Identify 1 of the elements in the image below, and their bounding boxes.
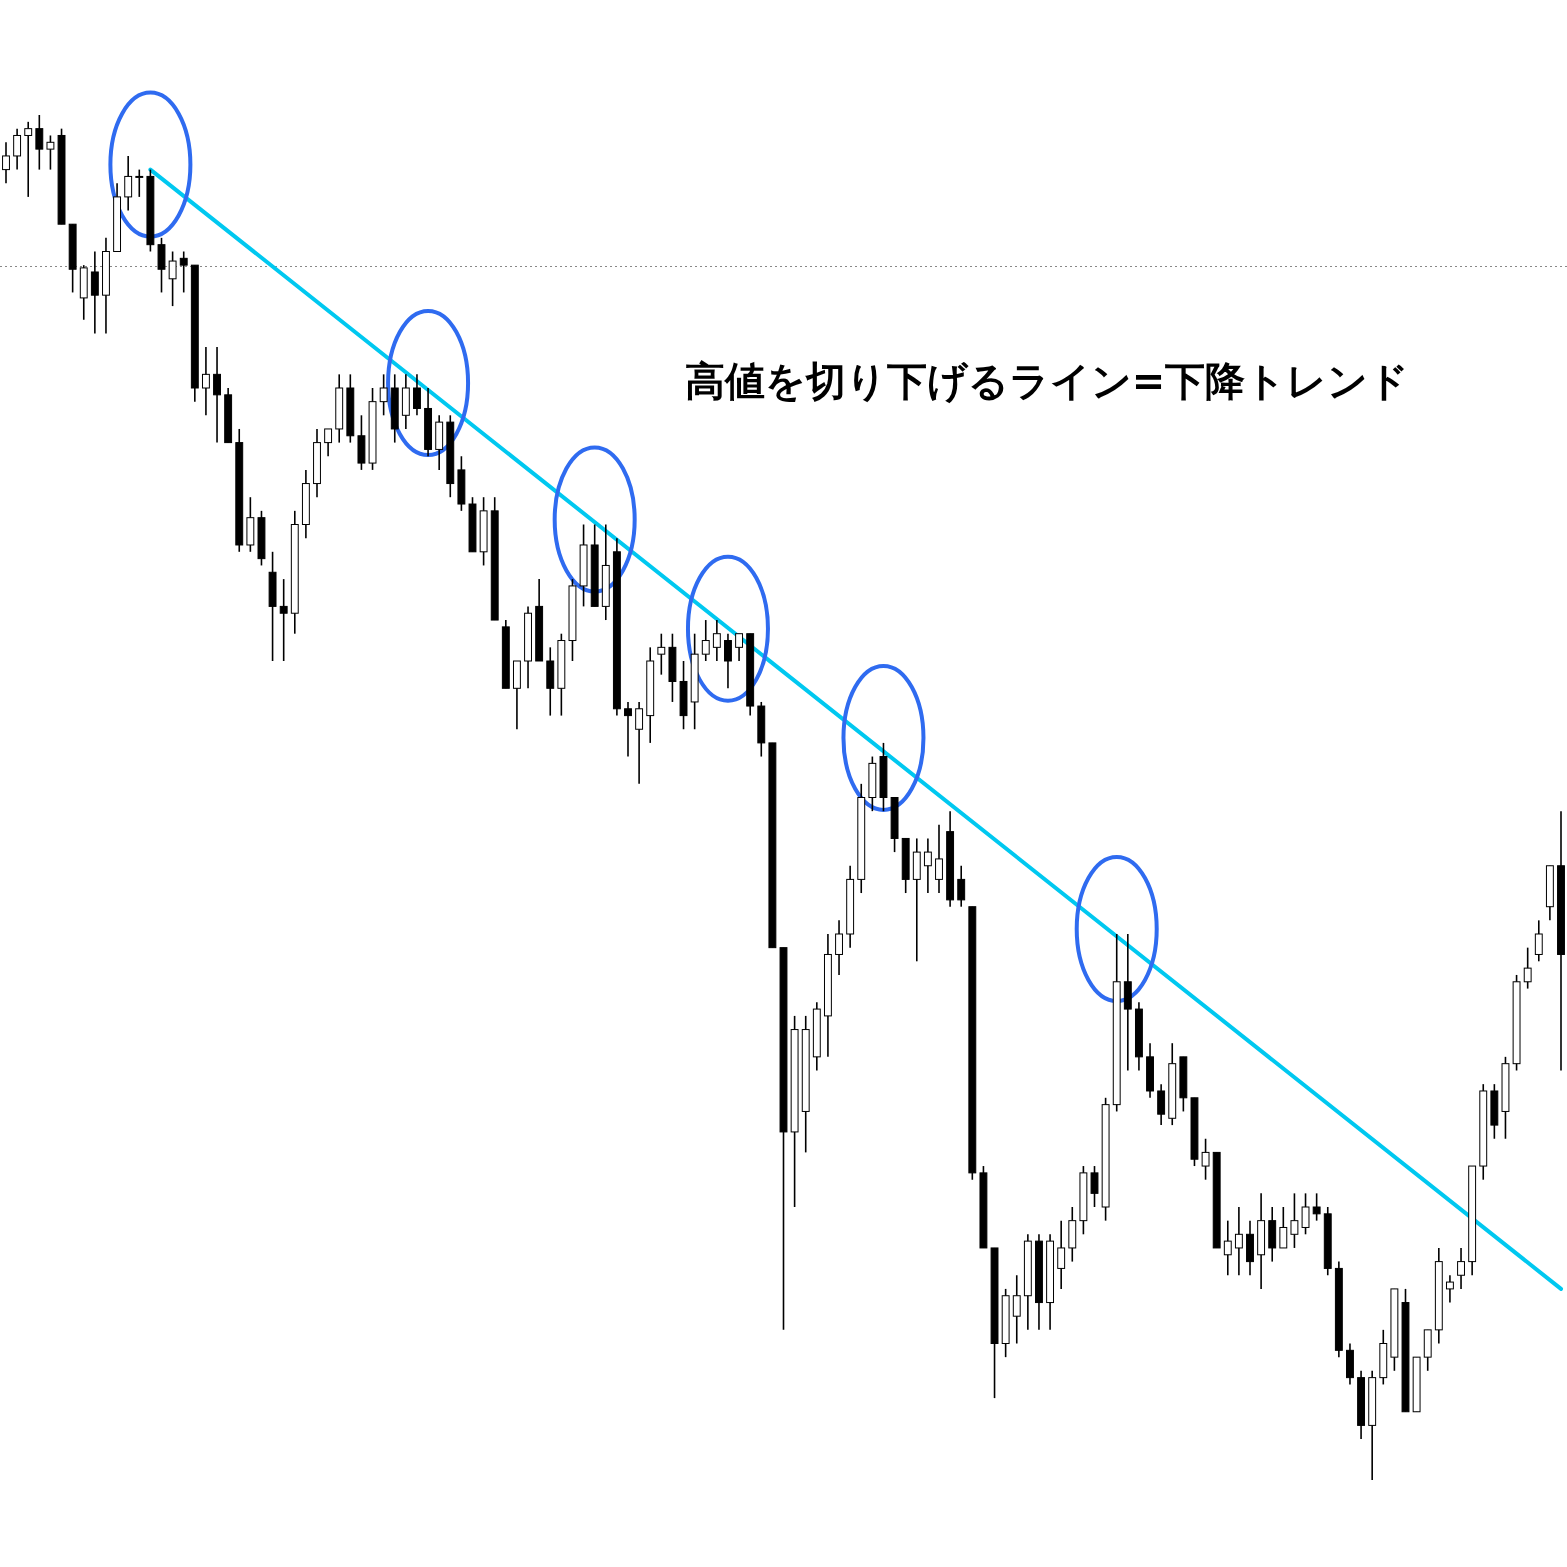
annotation: 高値を切り下げるライン=下降トレンド — [684, 358, 1410, 404]
